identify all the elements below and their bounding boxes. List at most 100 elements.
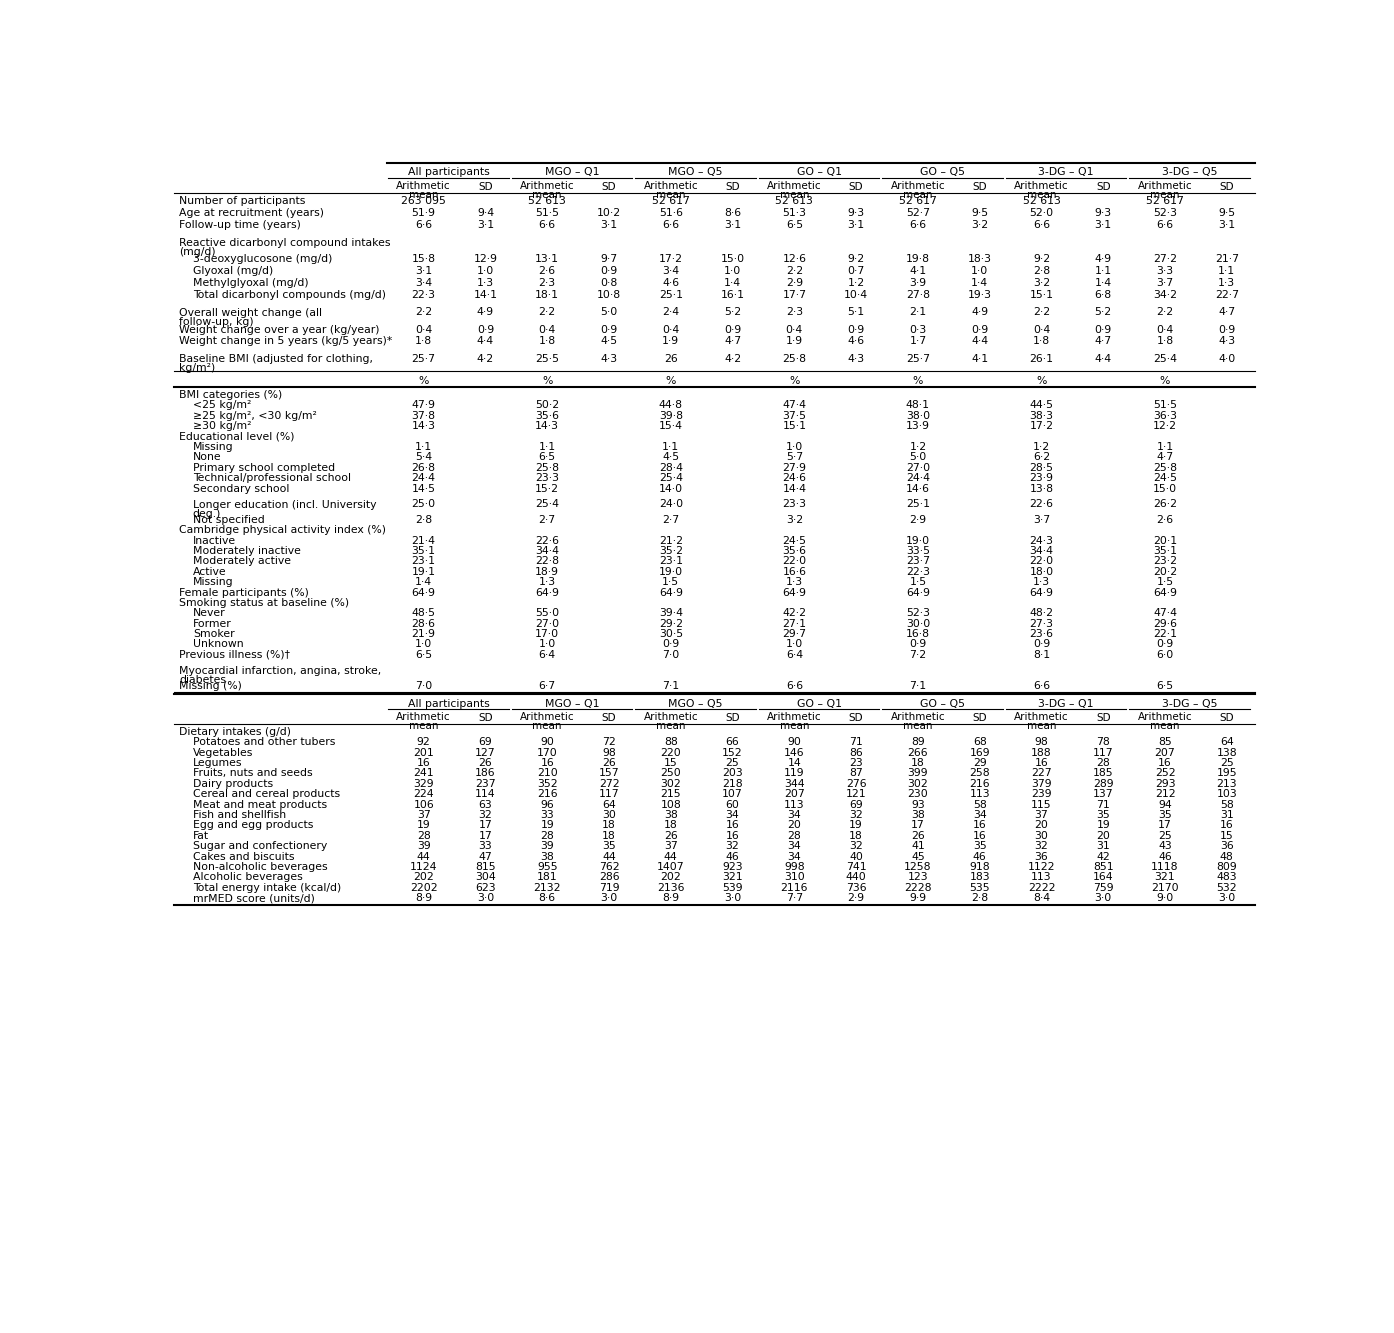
Text: 1·1: 1·1: [662, 443, 679, 452]
Text: 207: 207: [1154, 748, 1175, 757]
Text: 16: 16: [1158, 758, 1172, 768]
Text: 1·5: 1·5: [1157, 577, 1174, 587]
Text: 2202: 2202: [410, 882, 438, 893]
Text: 164: 164: [1093, 872, 1114, 882]
Text: 35: 35: [1096, 810, 1110, 820]
Text: 6·0: 6·0: [1157, 651, 1174, 660]
Text: 71: 71: [849, 737, 863, 748]
Text: 26·1: 26·1: [1029, 353, 1054, 364]
Text: 33: 33: [541, 810, 553, 820]
Text: 138: 138: [1217, 748, 1236, 757]
Text: 24·5: 24·5: [1153, 473, 1177, 483]
Text: 35: 35: [1158, 810, 1172, 820]
Text: 379: 379: [1032, 778, 1051, 789]
Text: 3·0: 3·0: [477, 893, 493, 904]
Text: mean: mean: [1027, 191, 1057, 200]
Text: 25·4: 25·4: [659, 473, 683, 483]
Text: Primary school completed: Primary school completed: [192, 463, 335, 473]
Text: 16·1: 16·1: [721, 291, 744, 300]
Text: 2·8: 2·8: [415, 515, 432, 525]
Text: Arithmetic: Arithmetic: [1138, 712, 1192, 722]
Text: 28: 28: [417, 830, 431, 841]
Text: 44: 44: [664, 852, 677, 861]
Text: GO – Q1: GO – Q1: [796, 167, 842, 177]
Text: 15: 15: [1220, 830, 1234, 841]
Text: 22·7: 22·7: [1214, 291, 1239, 300]
Text: 22·8: 22·8: [535, 556, 559, 567]
Text: 4·5: 4·5: [601, 336, 618, 347]
Text: 9·5: 9·5: [1218, 208, 1235, 219]
Text: 23·1: 23·1: [411, 556, 436, 567]
Text: 2228: 2228: [905, 882, 931, 893]
Text: 45: 45: [912, 852, 924, 861]
Text: 15·0: 15·0: [721, 255, 744, 264]
Text: 26: 26: [912, 830, 924, 841]
Text: 21·7: 21·7: [1214, 255, 1239, 264]
Text: 0·9: 0·9: [723, 324, 742, 335]
Text: 0·9: 0·9: [1033, 640, 1050, 649]
Text: 2·7: 2·7: [538, 515, 556, 525]
Text: Missing (%): Missing (%): [178, 681, 241, 690]
Text: 258: 258: [969, 768, 990, 778]
Text: MGO – Q5: MGO – Q5: [668, 698, 722, 709]
Text: GO – Q1: GO – Q1: [796, 698, 842, 709]
Text: 6·6: 6·6: [662, 220, 679, 231]
Text: 6·6: 6·6: [786, 681, 803, 690]
Text: 52 617: 52 617: [1146, 196, 1184, 207]
Text: Inactive: Inactive: [192, 536, 236, 545]
Text: 218: 218: [722, 778, 743, 789]
Text: 98: 98: [602, 748, 616, 757]
Text: 35·6: 35·6: [782, 547, 806, 556]
Text: 4·3: 4·3: [848, 353, 864, 364]
Text: Arithmetic: Arithmetic: [396, 712, 452, 722]
Text: 9·7: 9·7: [601, 255, 618, 264]
Text: 809: 809: [1217, 862, 1236, 872]
Text: 71: 71: [1096, 800, 1110, 809]
Text: 13·8: 13·8: [1029, 484, 1054, 493]
Text: 483: 483: [1217, 872, 1236, 882]
Text: 18: 18: [849, 830, 863, 841]
Text: 6·6: 6·6: [1033, 220, 1050, 231]
Text: 23·6: 23·6: [1029, 629, 1054, 639]
Text: %: %: [789, 376, 800, 387]
Text: 302: 302: [907, 778, 928, 789]
Text: 3·4: 3·4: [662, 267, 679, 276]
Text: 39·8: 39·8: [659, 411, 683, 421]
Text: 19: 19: [541, 820, 553, 830]
Text: Unknown: Unknown: [192, 640, 244, 649]
Text: 2·2: 2·2: [1157, 308, 1174, 317]
Text: 7·1: 7·1: [662, 681, 679, 690]
Text: Active: Active: [192, 567, 226, 577]
Text: 38·3: 38·3: [1029, 411, 1054, 421]
Text: 64·9: 64·9: [1153, 588, 1177, 597]
Text: 1·0: 1·0: [972, 267, 988, 276]
Text: 1·8: 1·8: [538, 336, 556, 347]
Text: 203: 203: [722, 768, 743, 778]
Text: Arithmetic: Arithmetic: [644, 181, 698, 191]
Text: 1118: 1118: [1151, 862, 1179, 872]
Text: 93: 93: [912, 800, 924, 809]
Text: 321: 321: [1154, 872, 1175, 882]
Text: 2·9: 2·9: [848, 893, 864, 904]
Text: 2·8: 2·8: [1033, 267, 1050, 276]
Text: Age at recruitment (years): Age at recruitment (years): [178, 208, 323, 219]
Text: %: %: [1036, 376, 1047, 387]
Text: 14·4: 14·4: [782, 484, 806, 493]
Text: mean: mean: [408, 191, 439, 200]
Text: 0·9: 0·9: [477, 324, 493, 335]
Text: mrMED score (units/d): mrMED score (units/d): [192, 893, 315, 904]
Text: 60: 60: [726, 800, 739, 809]
Text: 20·2: 20·2: [1153, 567, 1177, 577]
Text: 17·7: 17·7: [782, 291, 806, 300]
Text: 7·0: 7·0: [662, 651, 679, 660]
Text: SD: SD: [1096, 713, 1111, 724]
Text: Moderately active: Moderately active: [192, 556, 291, 567]
Text: 51·5: 51·5: [535, 208, 559, 219]
Text: 0·9: 0·9: [909, 640, 927, 649]
Text: 1·3: 1·3: [538, 577, 556, 587]
Text: 14·3: 14·3: [535, 421, 559, 431]
Text: 16: 16: [726, 830, 739, 841]
Text: 39: 39: [541, 841, 553, 852]
Text: 24·6: 24·6: [782, 473, 806, 483]
Text: 169: 169: [969, 748, 990, 757]
